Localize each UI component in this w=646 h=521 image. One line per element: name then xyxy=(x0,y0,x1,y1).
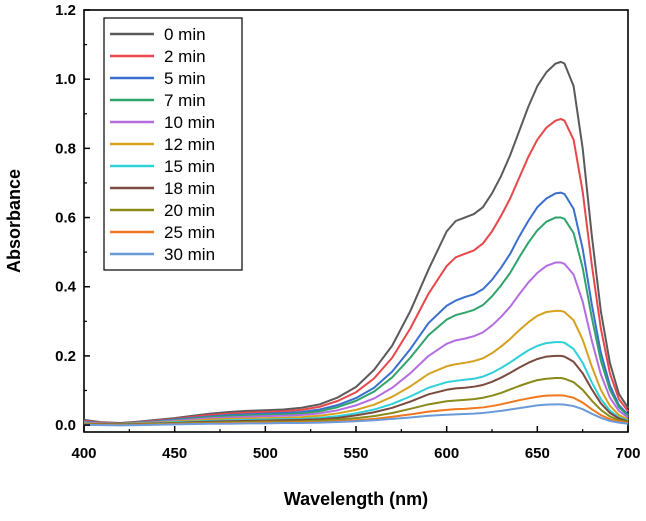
legend-label: 20 min xyxy=(164,201,215,220)
y-tick-label: 0.4 xyxy=(55,279,77,296)
legend-label: 10 min xyxy=(164,113,215,132)
legend-label: 18 min xyxy=(164,179,215,198)
legend: 0 min 2 min 5 min 7 min 10 min 12 min 15 min 18… xyxy=(103,17,243,271)
series-line-4 xyxy=(83,261,629,426)
series-line-6 xyxy=(83,341,629,426)
y-tick-label: 0.8 xyxy=(55,140,76,157)
axes-layer: 400 450 500 550 600 650 700 0.0 0.2 0.4 0.6 0.8 1.0 1… xyxy=(55,2,640,462)
legend-label: 30 min xyxy=(164,245,215,264)
series-layer xyxy=(83,60,629,427)
legend-label: 0 min xyxy=(164,25,206,44)
legend-label: 15 min xyxy=(164,157,215,176)
x-tick-label: 600 xyxy=(434,445,459,462)
series-line-1 xyxy=(83,117,629,425)
legend-label: 12 min xyxy=(164,135,215,154)
x-tick-label: 400 xyxy=(71,445,96,462)
y-tick-label: 0.6 xyxy=(55,210,76,227)
legend-label: 2 min xyxy=(164,47,206,66)
x-tick-label: 550 xyxy=(343,445,368,462)
x-tick-label: 650 xyxy=(525,445,550,462)
x-tick-label: 500 xyxy=(253,445,278,462)
y-tick-label: 1.2 xyxy=(55,2,76,19)
x-tick-label: 700 xyxy=(615,445,640,462)
y-tick-label: 0.0 xyxy=(55,417,76,434)
y-tick-label: 1.0 xyxy=(55,71,76,88)
series-line-0 xyxy=(83,60,629,425)
legend-label: 5 min xyxy=(164,69,206,88)
y-axis-title: Absorbance xyxy=(4,169,24,273)
y-tick-label: 0.2 xyxy=(55,348,76,365)
x-axis-title: Wavelength (nm) xyxy=(284,489,428,509)
legend-label: 25 min xyxy=(164,223,215,242)
x-tick-label: 450 xyxy=(162,445,187,462)
series-line-10 xyxy=(83,403,629,427)
series-line-3 xyxy=(83,216,629,425)
legend-label: 7 min xyxy=(164,91,206,110)
series-line-5 xyxy=(83,309,629,426)
